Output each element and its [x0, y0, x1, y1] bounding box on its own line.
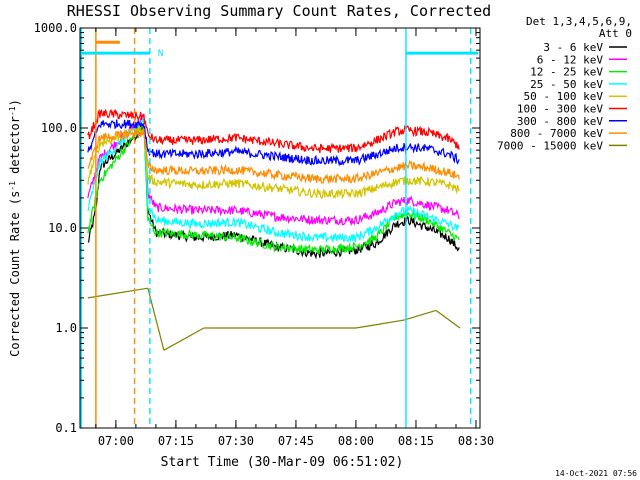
x-tick-label-4: 08:00 — [338, 434, 374, 448]
y-axis-label-part: ) — [8, 99, 22, 106]
x-tick-label-1: 07:15 — [158, 434, 194, 448]
y-tick-label-4: 1000.0 — [34, 21, 77, 35]
x-tick-label-3: 07:45 — [278, 434, 314, 448]
legend-label-7: 800 - 7000 keV — [510, 127, 603, 140]
series-segment-8 — [355, 319, 405, 329]
series-line-6-12-keV — [87, 113, 460, 227]
x-tick-label-6: 08:30 — [458, 434, 494, 448]
plot-frame — [79, 27, 481, 429]
series-segment-8 — [403, 309, 437, 321]
legend-header-0: Det 1,3,4,5,6,9, — [526, 15, 632, 28]
cyan-flag-label-0: N — [158, 49, 163, 59]
x-tick-label-5: 08:15 — [398, 434, 434, 448]
y-axis-label-part: -1 — [8, 181, 17, 191]
y-tick-label-1: 1.0 — [55, 321, 77, 335]
legend-label-0: 3 - 6 keV — [543, 41, 603, 54]
y-tick-label-2: 10.0 — [48, 221, 77, 235]
y-tick-label-0: 0.1 — [55, 421, 77, 435]
x-axis-label: Start Time (30-Mar-09 06:51:02) — [161, 455, 404, 470]
legend-label-3: 25 - 50 keV — [530, 78, 603, 91]
x-tick-label-0: 07:00 — [98, 434, 134, 448]
series-segment-8 — [163, 327, 205, 351]
legend-label-8: 7000 - 15000 keV — [497, 139, 603, 152]
y-axis-label-part: Corrected Count Rate (s — [8, 191, 22, 357]
y-axis-label-part: -1 — [8, 106, 17, 116]
timestamp: 14-Oct-2021 07:56 — [555, 469, 637, 478]
plot-clip-group — [87, 108, 461, 351]
y-axis-label: Corrected Count Rate (s-1 detector-1) — [8, 99, 23, 357]
legend-label-6: 300 - 800 keV — [517, 115, 603, 128]
legend-label-4: 50 - 100 keV — [524, 90, 604, 103]
y-tick-label-3: 100.0 — [41, 121, 77, 135]
chart-title: RHESSI Observing Summary Count Rates, Co… — [67, 2, 491, 20]
legend-label-1: 6 - 12 keV — [537, 53, 604, 66]
legend-label-5: 100 - 300 keV — [517, 103, 603, 116]
series-segment-8 — [87, 287, 148, 299]
legend-header-1: Att 0 — [599, 27, 632, 40]
plot-area: N 0.1 1.0 10.0 100.0 1000.0 07:00 07:15 07:30 07:… — [34, 21, 494, 448]
legend-label-2: 12 - 25 keV — [530, 66, 603, 79]
x-tick-label-2: 07:30 — [218, 434, 254, 448]
y-axis-label-part: detector — [8, 116, 22, 181]
series-line-100-300-keV — [87, 108, 460, 154]
series-line-50-100-keV — [87, 124, 460, 200]
series-segment-8 — [435, 309, 461, 329]
